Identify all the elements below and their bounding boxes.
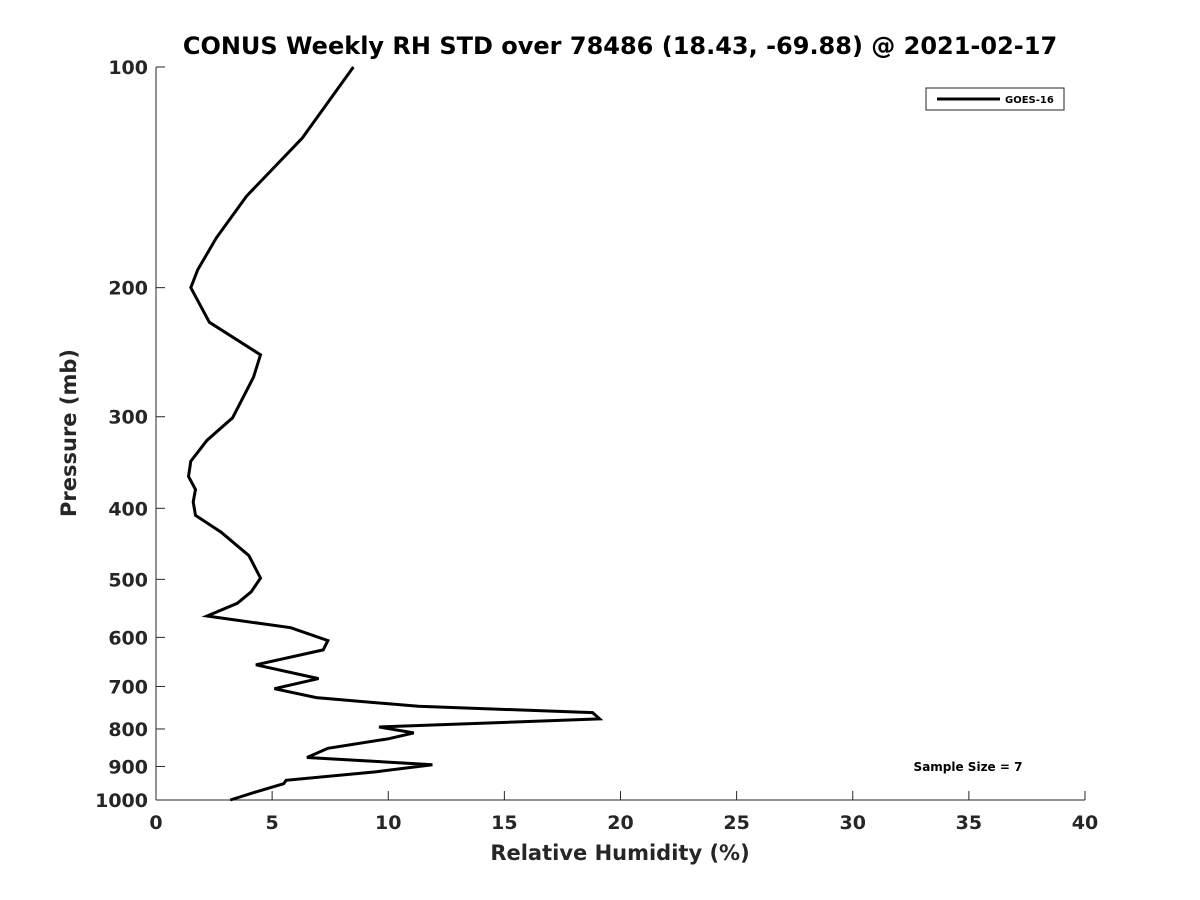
x-tick-label: 40 xyxy=(1072,812,1098,834)
y-tick-label: 1000 xyxy=(95,790,148,812)
x-tick-label: 0 xyxy=(149,812,162,834)
x-tick-label: 30 xyxy=(840,812,866,834)
y-tick-label: 100 xyxy=(108,57,148,79)
y-tick-label: 300 xyxy=(108,407,148,429)
plot-area xyxy=(156,67,1085,800)
y-axis-label: Pressure (mb) xyxy=(57,349,81,517)
x-tick-label: 15 xyxy=(491,812,517,834)
y-tick-label: 900 xyxy=(108,756,148,778)
y-tick-label: 200 xyxy=(108,278,148,300)
y-tick-label: 600 xyxy=(108,627,148,649)
x-axis-ticks: 0 5 10 15 20 25 30 35 40 xyxy=(149,791,1098,834)
x-tick-label: 10 xyxy=(375,812,401,834)
y-tick-label: 700 xyxy=(108,676,148,698)
legend: GOES-16 xyxy=(925,87,1065,111)
x-axis-label: Relative Humidity (%) xyxy=(490,841,749,865)
x-tick-label: 25 xyxy=(723,812,749,834)
x-tick-label: 20 xyxy=(607,812,633,834)
series-line-goes-16 xyxy=(186,66,604,802)
y-tick-label: 500 xyxy=(108,569,148,591)
y-tick-label: 400 xyxy=(108,498,148,520)
sample-size-annotation: Sample Size = 7 xyxy=(914,760,1023,774)
y-axis-ticks: 100 200 300 400 500 600 700 800 900 1000 xyxy=(95,57,165,812)
x-tick-label: 5 xyxy=(266,812,279,834)
x-tick-label: 35 xyxy=(956,812,982,834)
y-tick-label: 800 xyxy=(108,719,148,741)
chart-title: CONUS Weekly RH STD over 78486 (18.43, -… xyxy=(183,32,1057,60)
legend-label-goes-16: GOES-16 xyxy=(1005,95,1054,106)
